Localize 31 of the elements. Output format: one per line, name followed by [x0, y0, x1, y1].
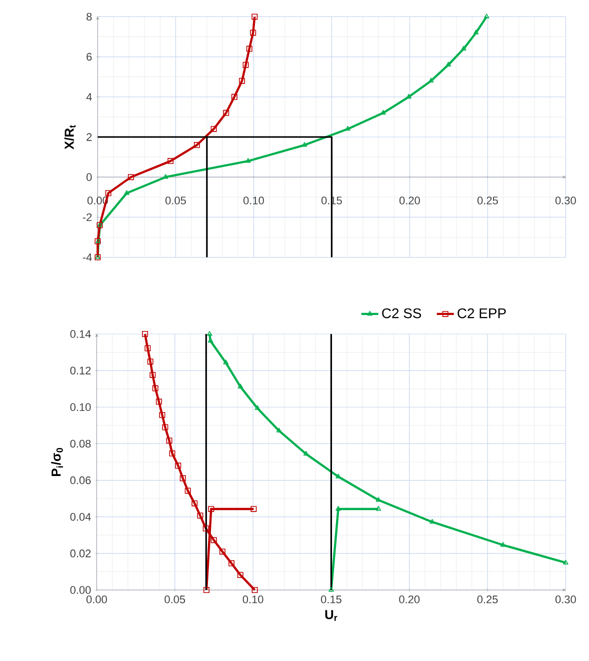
y-tick-label: 0.10 [70, 403, 91, 412]
x-tick-label: 0.05 [165, 196, 186, 204]
y-tick-label: 8 [86, 12, 92, 21]
legend-label: C2 EPP [458, 308, 506, 318]
x-tick-label: 0.20 [399, 196, 420, 204]
y-tick-label: 0.14 [70, 330, 91, 338]
y-tick-label: 0.08 [70, 440, 91, 448]
y-axis-title: P$_{i}$/σ$_{0}$ [51, 448, 64, 476]
x-tick-label: 0.25 [477, 596, 498, 604]
x-tick-label: 0.30 [555, 196, 576, 204]
y-tick-label: 0.00 [70, 586, 91, 594]
y-tick-label: 0.12 [70, 366, 91, 374]
y-tick-label: 0.02 [70, 550, 91, 558]
y-tick-label: -2 [82, 213, 92, 222]
y-tick-label: 0.06 [70, 476, 91, 484]
x-tick-label: 0.15 [320, 596, 342, 604]
y-tick-label: -4 [82, 254, 92, 262]
y-tick-label: 0 [86, 173, 92, 181]
x-axis-title: U$_{r}$ [325, 610, 338, 621]
y-tick-label: 2 [86, 133, 92, 141]
x-tick-label: 0.05 [164, 596, 186, 604]
y-tick-label: 0.04 [70, 512, 91, 521]
x-tick-label: 0.25 [477, 196, 498, 204]
x-tick-label: 0.30 [555, 596, 576, 604]
y-tick-label: 4 [86, 93, 92, 101]
legend-label: C2 SS [382, 308, 422, 318]
x-tick-label: 0.10 [243, 196, 264, 204]
y-tick-label: 6 [86, 52, 92, 61]
x-tick-label: 0.20 [399, 596, 420, 604]
x-tick-label: 0.10 [242, 596, 264, 604]
y-axis-title: X/R$_{t}$ [64, 125, 76, 150]
